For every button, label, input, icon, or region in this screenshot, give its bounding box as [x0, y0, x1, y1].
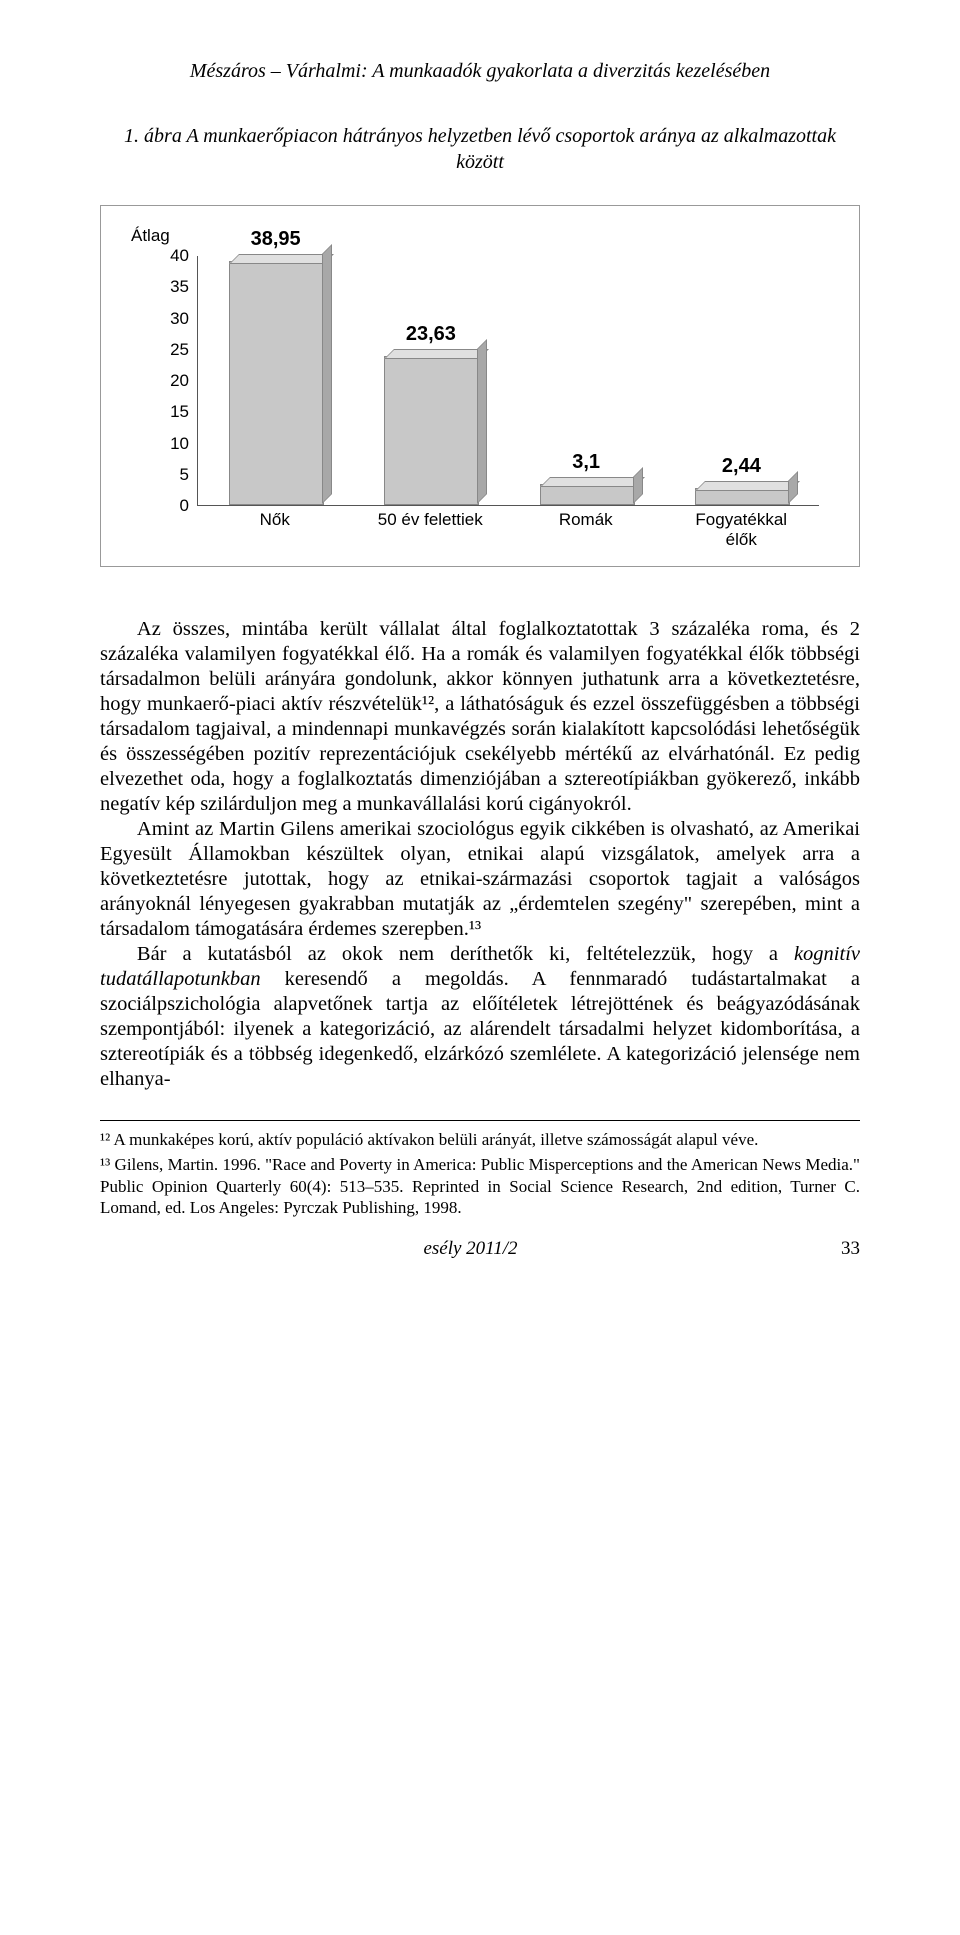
y-tick: 40	[149, 246, 189, 266]
footnote: ¹² A munkaképes korú, aktív populáció ak…	[100, 1129, 860, 1150]
y-tick: 5	[149, 465, 189, 485]
x-tick-label: Romák	[508, 508, 664, 546]
figure-caption: 1. ábra A munkaerőpiacon hátrányos helyz…	[100, 123, 860, 175]
bar	[695, 488, 790, 505]
bar	[540, 484, 635, 505]
bar-value-label: 2,44	[664, 455, 819, 478]
bar	[384, 356, 479, 505]
y-tick: 15	[149, 402, 189, 422]
bar-chart: Átlag 4035302520151050 38,9523,633,12,44…	[100, 205, 860, 567]
x-axis-labels: Nők50 év felettiekRomákFogyatékkalélők	[197, 508, 819, 546]
y-tick: 35	[149, 277, 189, 297]
bar-value-label: 3,1	[509, 451, 664, 474]
x-tick-label: Nők	[197, 508, 353, 546]
y-tick: 30	[149, 309, 189, 329]
x-tick-label: Fogyatékkalélők	[664, 508, 820, 546]
bar	[229, 261, 324, 505]
bar-slot: 3,1	[509, 256, 664, 505]
bar-slot: 2,44	[664, 256, 819, 505]
running-header: Mészáros – Várhalmi: A munkaadók gyakorl…	[100, 60, 860, 83]
bar-value-label: 38,95	[198, 228, 353, 251]
x-tick-label: 50 év felettiek	[353, 508, 509, 546]
footnotes: ¹² A munkaképes korú, aktív populáció ak…	[100, 1120, 860, 1218]
plot-area: 38,9523,63 3,12,44	[197, 256, 819, 506]
page-footer: esély 2011/2 33	[100, 1238, 860, 1260]
y-tick: 10	[149, 434, 189, 454]
bar-slot: 23,63	[353, 256, 508, 505]
body-text: Az összes, mintába került vállalat által…	[100, 617, 860, 1092]
page-number: 33	[841, 1238, 860, 1260]
footnote: ¹³ Gilens, Martin. 1996. "Race and Pover…	[100, 1154, 860, 1218]
paragraph: Amint az Martin Gilens amerikai szocioló…	[100, 817, 860, 942]
paragraph: Bár a kutatásból az okok nem deríthetők …	[100, 942, 860, 1092]
y-tick: 0	[149, 496, 189, 516]
y-axis: 4035302520151050	[149, 256, 189, 506]
journal-issue: esély 2011/2	[423, 1238, 517, 1260]
bar-slot: 38,95	[198, 256, 353, 505]
y-tick: 25	[149, 340, 189, 360]
y-axis-title: Átlag	[131, 226, 170, 246]
paragraph: Az összes, mintába került vállalat által…	[100, 617, 860, 817]
y-tick: 20	[149, 371, 189, 391]
bar-value-label: 23,63	[353, 323, 508, 346]
